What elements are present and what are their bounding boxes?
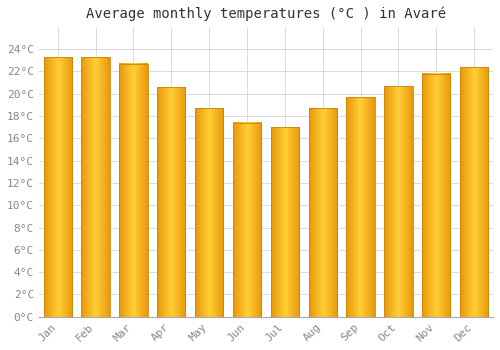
Bar <box>308 108 337 317</box>
Title: Average monthly temperatures (°C ) in Avaré: Average monthly temperatures (°C ) in Av… <box>86 7 446 21</box>
Bar <box>82 57 110 317</box>
Bar <box>346 97 375 317</box>
Bar <box>422 74 450 317</box>
Bar <box>157 87 186 317</box>
Bar <box>384 86 412 317</box>
Bar <box>233 123 261 317</box>
Bar <box>119 64 148 317</box>
Bar <box>270 127 299 317</box>
Bar <box>195 108 224 317</box>
Bar <box>44 57 72 317</box>
Bar <box>460 67 488 317</box>
